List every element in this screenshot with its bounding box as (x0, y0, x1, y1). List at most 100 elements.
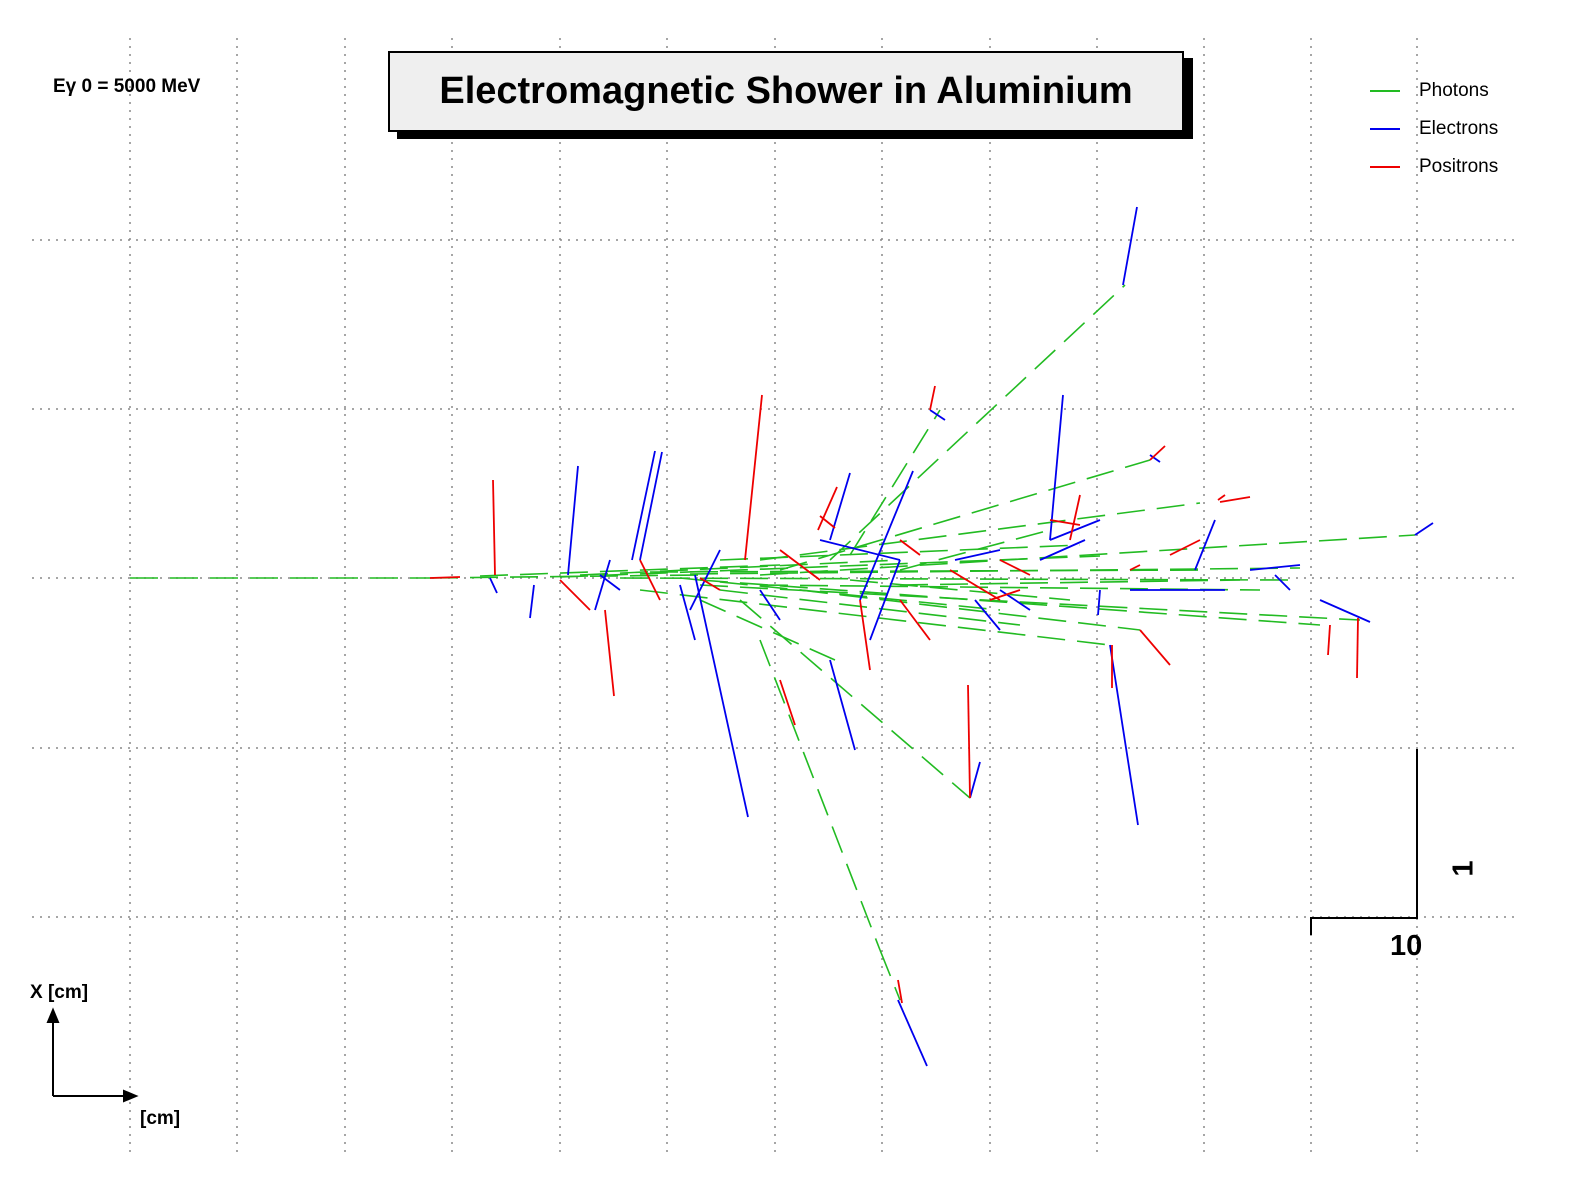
positron-track (989, 589, 1021, 601)
electron-track (529, 584, 535, 619)
positron-track (492, 479, 496, 576)
positron-track (604, 609, 615, 697)
positron-track (1049, 519, 1081, 526)
positron-track (744, 394, 763, 561)
electron-track (869, 559, 901, 641)
electron-track (1097, 589, 1101, 616)
photon-track (679, 577, 1001, 611)
photon-track (759, 534, 1416, 576)
legend-swatch-electrons (1370, 128, 1400, 130)
electron-track (969, 761, 981, 799)
electron-track (1109, 644, 1139, 826)
electron-track (974, 599, 1001, 631)
electron-track (1049, 394, 1064, 541)
positron-track (1149, 445, 1166, 461)
electron-track (1039, 539, 1086, 561)
electron-track (1249, 564, 1301, 571)
positron-track (1217, 494, 1226, 501)
photon-track (899, 579, 1241, 586)
legend-item-photons: Photons (1370, 72, 1498, 110)
electron-track (599, 574, 621, 591)
scale-bar-vertical-label: 1 (1447, 860, 1480, 877)
positron-tracks (429, 385, 1359, 1004)
legend-item-electrons: Electrons (1370, 110, 1498, 148)
photon-track (829, 284, 1126, 561)
positron-track (967, 684, 971, 799)
legend-label-photons: Photons (1419, 80, 1489, 101)
photon-track (799, 589, 1141, 631)
photon-track (739, 599, 971, 799)
positron-track (1069, 494, 1081, 541)
photon-track (619, 577, 1291, 581)
positron-track (817, 486, 838, 531)
positron-track (1327, 624, 1331, 656)
electron-track (1149, 454, 1161, 463)
electron-track (1274, 574, 1291, 591)
photon-track (699, 579, 1321, 626)
electron-track (1194, 519, 1216, 571)
electron-track (489, 577, 498, 594)
page-title: Electromagnetic Shower in Aluminium (439, 70, 1133, 112)
scale-bar (1310, 749, 1418, 935)
legend-swatch-positrons (1370, 166, 1400, 168)
grid-lines (32, 38, 1520, 1155)
positron-track (779, 679, 796, 726)
electron-track (999, 589, 1031, 611)
positron-track (1219, 496, 1251, 503)
positron-track (899, 599, 931, 641)
z-axis-label: [cm] (140, 1108, 181, 1129)
positron-track (699, 577, 721, 591)
photon-track (699, 584, 1361, 621)
electron-track (567, 465, 579, 576)
photon-track (579, 559, 901, 576)
energy-label: Eγ 0 = 5000 MeV (53, 76, 201, 97)
positron-track (949, 569, 1001, 601)
positron-track (1169, 539, 1201, 556)
photon-tracks (130, 284, 1416, 1001)
title-box: Electromagnetic Shower in Aluminium (388, 51, 1184, 132)
positron-track (559, 579, 591, 611)
photon-track (699, 599, 836, 661)
photon-track (779, 459, 1151, 571)
photon-track (849, 579, 1071, 601)
electron-track (759, 589, 781, 621)
photon-track (719, 589, 1021, 626)
positron-track (859, 599, 871, 671)
positron-track (1356, 617, 1359, 679)
positron-track (897, 979, 903, 1004)
scale-bar-horizontal-label: 10 (1390, 930, 1423, 962)
legend-label-electrons: Electrons (1419, 118, 1499, 139)
positron-track (819, 515, 836, 529)
legend-item-positrons: Positrons (1370, 148, 1498, 186)
axes-indicator (46, 1007, 139, 1103)
electron-track (1122, 206, 1138, 286)
positron-track (639, 559, 661, 601)
electron-track (897, 999, 928, 1067)
positron-track (929, 385, 936, 411)
electron-track (679, 584, 696, 641)
electron-tracks (489, 206, 1434, 1067)
electron-track (639, 451, 663, 561)
electron-track (819, 539, 901, 561)
positron-track (779, 549, 821, 581)
photon-track (759, 639, 881, 951)
positron-track (429, 576, 461, 579)
positron-track (1139, 629, 1171, 666)
legend: Photons Electrons Positrons (1370, 72, 1498, 186)
electron-track (1319, 599, 1371, 623)
electron-track (694, 574, 749, 818)
positron-track (1129, 564, 1141, 571)
electron-track (631, 450, 656, 561)
photon-track (479, 564, 781, 577)
electron-track (1049, 519, 1101, 541)
legend-swatch-photons (1370, 90, 1400, 92)
electron-track (829, 659, 856, 751)
electron-track (929, 409, 946, 421)
photon-track (879, 949, 901, 1001)
electron-track (594, 559, 611, 611)
legend-label-positrons: Positrons (1419, 156, 1499, 177)
positron-track (999, 559, 1031, 576)
electron-track (829, 472, 851, 541)
electron-track (859, 470, 914, 601)
